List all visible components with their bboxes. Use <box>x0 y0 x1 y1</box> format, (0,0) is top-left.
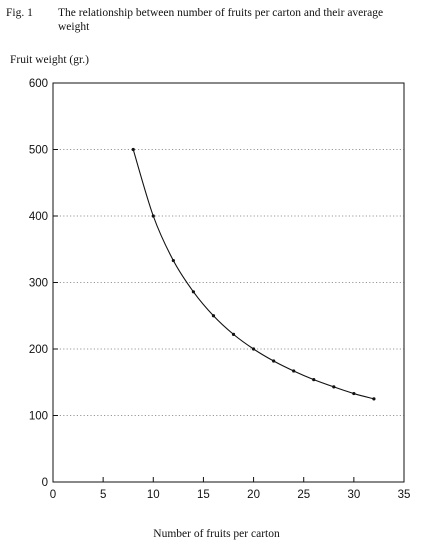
x-tick-label-10: 10 <box>147 489 160 501</box>
series-group <box>131 147 376 401</box>
plot-frame <box>52 82 405 483</box>
x-tick-label-5: 5 <box>100 489 106 501</box>
data-point-24 <box>292 369 296 373</box>
data-point-12 <box>171 258 175 263</box>
y-tick-label-0: 0 <box>42 477 48 489</box>
figure-caption: Fig. 1 The relationship between number of… <box>6 6 426 34</box>
data-point-26 <box>312 377 316 382</box>
x-tick-label-30: 30 <box>347 489 360 501</box>
data-point-10 <box>151 214 155 218</box>
x-tick-label-25: 25 <box>297 489 310 501</box>
y-tick-label-500: 500 <box>29 145 48 157</box>
data-point-22 <box>272 359 276 363</box>
x-axis-label: Number of fruits per carton <box>153 528 280 540</box>
figure-number: Fig. 1 <box>6 7 33 19</box>
data-point-30 <box>352 391 356 396</box>
x-tick-label-20: 20 <box>247 489 260 501</box>
data-point-32 <box>372 397 376 401</box>
x-tick-label-15: 15 <box>197 489 210 501</box>
figure-caption-line-1: The relationship between number of fruit… <box>58 7 384 19</box>
y-tick-label-600: 600 <box>29 78 48 90</box>
x-tick-label-0: 0 <box>50 489 56 501</box>
data-point-16 <box>211 314 216 318</box>
grid-lines <box>53 149 404 416</box>
y-tick-label-300: 300 <box>29 278 48 290</box>
data-point-14 <box>191 290 195 294</box>
x-tick-label-35: 35 <box>398 489 411 501</box>
data-point-8 <box>131 147 135 152</box>
y-tick-label-200: 200 <box>29 344 48 356</box>
figure-caption-line-2: weight <box>58 21 90 33</box>
y-tick-label-400: 400 <box>29 211 48 223</box>
axis-ticks: 0 100 200 300 400 500 600 0 5 10 15 20 25 30 35 <box>29 78 411 501</box>
data-point-20 <box>251 347 256 351</box>
data-point-18 <box>231 332 236 336</box>
y-tick-label-100: 100 <box>29 411 48 423</box>
y-axis-label: Fruit weight (gr.) <box>10 54 89 66</box>
data-point-28 <box>332 385 336 389</box>
series-line-0 <box>132 149 375 400</box>
